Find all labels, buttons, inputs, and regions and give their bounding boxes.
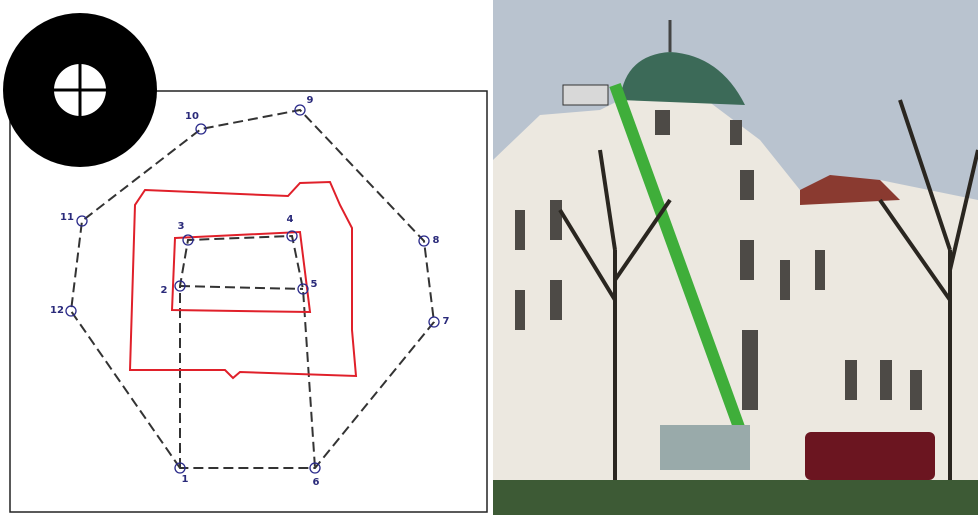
point-label: 5	[311, 279, 318, 290]
point-label: 8	[433, 235, 440, 246]
point-label: 2	[161, 285, 168, 296]
point-label: 11	[60, 212, 74, 223]
point-label: 12	[50, 305, 64, 316]
point-label: 3	[178, 221, 185, 232]
crane-basket	[563, 85, 608, 105]
point-label: 9	[307, 95, 314, 106]
crane-base	[660, 425, 750, 470]
point-label: 7	[443, 316, 450, 327]
point-label: 6	[313, 477, 320, 488]
lawn	[493, 480, 978, 515]
point-label: 10	[185, 111, 199, 122]
castle-photo	[493, 0, 978, 515]
page: 123456789101112	[0, 0, 978, 515]
point-label: 1	[182, 474, 189, 485]
point-label: 4	[287, 214, 294, 225]
car	[805, 432, 935, 480]
